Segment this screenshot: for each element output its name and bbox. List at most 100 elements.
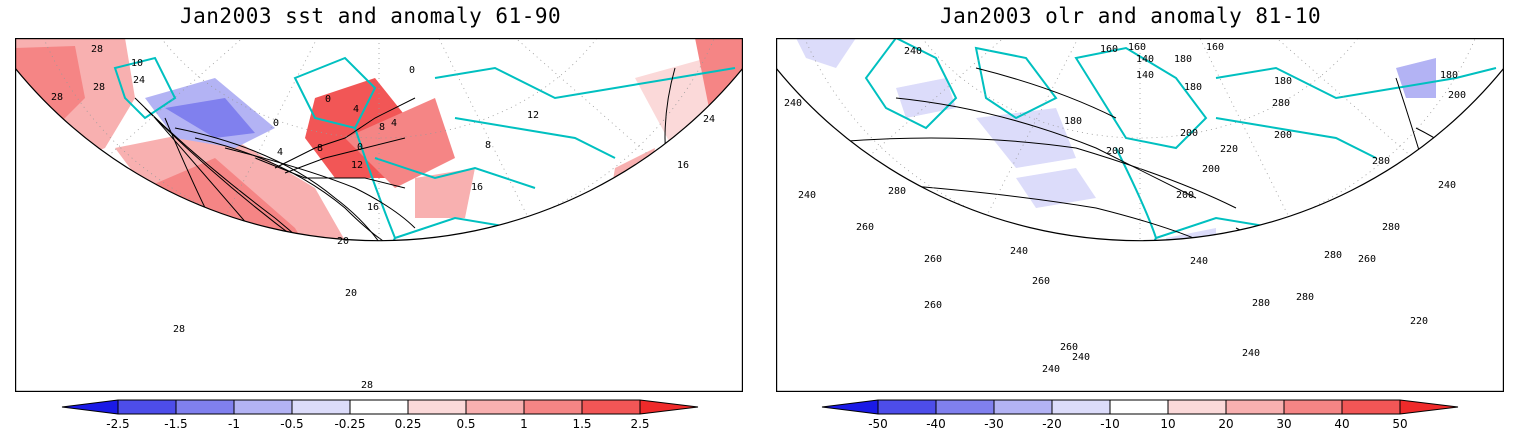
cold-anomaly-region: [1396, 58, 1436, 98]
colorbar-tick-label: 40: [1334, 417, 1349, 430]
contour-label: 12: [527, 110, 539, 121]
right-panel-title: Jan2003 olr and anomaly 81-10: [940, 4, 1322, 28]
colorbar-tick-label: -0.5: [280, 417, 303, 430]
contour-label: 4: [353, 104, 359, 115]
colorbar-arrow-high: [640, 400, 698, 414]
colorbar-tick-label: 0.5: [456, 417, 475, 430]
contour-label: 4: [277, 147, 283, 158]
colorbar-tick-label: 10: [1160, 417, 1175, 430]
contour-label: 12: [351, 160, 363, 171]
contour-label: 28: [93, 82, 105, 93]
contour-label: 220: [1220, 144, 1238, 155]
olr-colorbar: -50 -40 -30 -20 -10 10 20 30 40 50: [821, 399, 1459, 430]
contour-label: 220: [1410, 316, 1428, 327]
contour-label: 8: [379, 122, 385, 133]
contour-label: 8: [317, 143, 323, 154]
contour-label: 280: [1252, 298, 1270, 309]
contour-label: 260: [1358, 254, 1376, 265]
colorbar-tick-label: 1.5: [572, 417, 591, 430]
sst-colorbar: -2.5 -1.5 -1 -0.5 -0.25 0.25 0.5 1 1.5 2…: [61, 399, 699, 430]
contour-label: 200: [1106, 146, 1124, 157]
cold-anomaly-region: [976, 108, 1076, 168]
contour-label: 200: [1202, 164, 1220, 175]
contour-label: 240: [784, 98, 802, 109]
contour-label: 280: [1296, 292, 1314, 303]
contour-label: 200: [1274, 130, 1292, 141]
contour-label: 240: [904, 46, 922, 57]
contour-label: 28: [361, 380, 373, 391]
warm-anomaly-region: [345, 98, 455, 188]
olr-anomaly-map: 160 160 140 140 180 180 180 160 180 200 …: [776, 38, 1504, 392]
contour-label: 160: [1128, 42, 1146, 53]
sst-anomaly-map: 28 28 24 28 0 4 0 8 4 8 12 16 20 20 28 2…: [15, 38, 743, 392]
contour-label: 10: [131, 58, 143, 69]
contour-label: 28: [51, 92, 63, 103]
contour-label: 4: [391, 118, 397, 129]
contour-label: 0: [409, 65, 415, 76]
colorbar-tick-label: -40: [926, 417, 946, 430]
contour-label: 260: [924, 300, 942, 311]
colorbar-arrow-low: [822, 400, 878, 414]
contour-label: 160: [1100, 44, 1118, 55]
contour-label: 200: [1180, 128, 1198, 139]
contour-label: 24: [133, 75, 145, 86]
contour-label: 160: [1206, 42, 1224, 53]
contour-label: 240: [1072, 352, 1090, 363]
cold-anomaly-region: [896, 78, 956, 118]
warm-anomaly-region: [415, 168, 475, 218]
colorbar-tick-label: -1.5: [164, 417, 187, 430]
contour-labels: 160 160 140 140 180 180 180 160 180 200 …: [784, 42, 1466, 375]
colorbar-tick-label: -1: [228, 417, 240, 430]
colorbar-tick-label: 30: [1276, 417, 1291, 430]
contour-label: 180: [1184, 82, 1202, 93]
contour-label: 180: [1064, 116, 1082, 127]
contour-label: 280: [1382, 222, 1400, 233]
contour-label: 240: [1010, 246, 1028, 257]
contour-label: 16: [677, 160, 689, 171]
contour-label: 260: [856, 222, 874, 233]
contour-label: 140: [1136, 54, 1154, 65]
contour-label: 200: [1448, 90, 1466, 101]
contour-label: 0: [273, 118, 279, 129]
colorbar-arrow-low: [62, 400, 118, 414]
colorbar-tick-label: 0.25: [395, 417, 422, 430]
contour-label: 180: [1274, 76, 1292, 87]
colorbar-tick-label: 1: [520, 417, 528, 430]
contour-label: 8: [485, 140, 491, 151]
contour-label: 260: [1060, 342, 1078, 353]
colorbar-tick-label: -20: [1042, 417, 1062, 430]
contour-label: 16: [471, 182, 483, 193]
contour-label: 260: [1032, 276, 1050, 287]
left-panel-title: Jan2003 sst and anomaly 61-90: [180, 4, 562, 28]
contour-label: 140: [1136, 70, 1154, 81]
colorbar-tick-label: 2.5: [630, 417, 649, 430]
contour-label: 24: [703, 114, 715, 125]
colorbar-tick-label: -10: [1100, 417, 1120, 430]
cold-anomaly-region: [796, 38, 856, 68]
contour-label: 20: [337, 236, 349, 247]
contour-label: 240: [1438, 180, 1456, 191]
colorbar-tick-label: -50: [868, 417, 888, 430]
colorbar-tick-label: -2.5: [106, 417, 129, 430]
contour-label: 280: [1272, 98, 1290, 109]
contour-label: 16: [367, 202, 379, 213]
cold-anomaly-region: [165, 98, 255, 138]
contour-label: 280: [888, 186, 906, 197]
contour-label: 260: [924, 254, 942, 265]
contour-label: 240: [1190, 256, 1208, 267]
contour-label: 0: [325, 94, 331, 105]
contour-label: 200: [1176, 190, 1194, 201]
colorbar-tick-label: -0.25: [334, 417, 365, 430]
contour-label: 20: [345, 288, 357, 299]
contour-label: 240: [798, 190, 816, 201]
contour-label: 280: [1324, 250, 1342, 261]
contour-label: 0: [357, 142, 363, 153]
contour-labels: 28 28 24 28 0 4 0 8 4 8 12 16 20 20 28 2…: [51, 44, 715, 391]
colorbar-tick-label: 20: [1218, 417, 1233, 430]
contour-label: 240: [1042, 364, 1060, 375]
colorbar-tick-label: -30: [984, 417, 1004, 430]
colorbar-tick-label: 50: [1392, 417, 1407, 430]
contour-label: 240: [1242, 348, 1260, 359]
contour-label: 28: [173, 324, 185, 335]
contour-label: 180: [1174, 54, 1192, 65]
